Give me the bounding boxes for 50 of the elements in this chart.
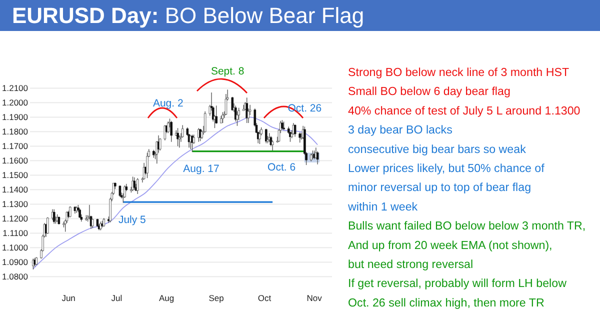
y-tick-label: 1.1500	[2, 170, 28, 180]
x-tick-label: Jul	[111, 293, 122, 303]
y-tick-label: 1.1900	[2, 112, 28, 122]
annotation: July 5	[118, 214, 146, 226]
x-tick-label: Aug	[158, 293, 174, 303]
candlestick	[270, 136, 272, 147]
text: within 1 week	[347, 200, 418, 214]
text: Small BO below 6 day bear flag	[348, 85, 510, 98]
text: If get reversal, probably will form LH below	[348, 277, 568, 290]
y-tick-label: 1.1000	[2, 242, 28, 253]
text: And up from 20 week EMA (not shown),	[348, 238, 552, 252]
text: 40% chance of test of July 5 L around 1.1300	[348, 104, 580, 118]
x-tick-label: Oct	[258, 293, 272, 303]
y-tick-label: 1.1700	[2, 141, 28, 152]
y-tick-label: 1.1400	[2, 184, 28, 195]
candlestick	[236, 111, 238, 126]
y-tick-label: 1.1600	[2, 156, 28, 166]
text: but need strong reversal	[348, 258, 474, 271]
y-tick-label: 1.1300	[2, 199, 28, 210]
y-tick-label: 1.2000	[2, 98, 28, 108]
candlestick	[294, 124, 296, 138]
text: Lower prices likely, but 50% chance of	[348, 162, 546, 175]
x-tick-label: Sep	[208, 293, 224, 303]
annotation: Oct. 6	[268, 162, 296, 174]
y-tick-label: 1.1100	[2, 228, 28, 238]
x-tick-label: Jun	[62, 293, 76, 303]
annotation: Aug. 2	[152, 98, 184, 110]
text: 3 day bear BO lacks	[348, 124, 453, 137]
text: minor reversal up to top of bear flag	[348, 181, 532, 194]
chart-title: EURUSD Day: BO Below Bear Flag	[12, 3, 364, 28]
annotation: Aug. 17	[183, 163, 220, 175]
candlestick	[316, 150, 319, 165]
y-tick-label: 1.1200	[2, 214, 28, 224]
candlestick	[46, 216, 49, 234]
text: consecutive big bear bars so weak	[348, 142, 526, 156]
text: Oct. 26 sell climax high, then more TR	[348, 296, 544, 310]
annotation: Sept. 8	[210, 66, 244, 78]
y-tick-label: 1.1800	[2, 126, 28, 137]
candlestick	[78, 208, 81, 218]
y-tick-label: 1.2100	[2, 83, 28, 94]
candlestick	[170, 120, 173, 142]
candlestick	[215, 105, 218, 124]
x-tick-label: Nov	[306, 293, 323, 303]
y-tick-label: 1.0800	[2, 272, 28, 282]
text: Bulls want failed BO below below 3 month TR,	[348, 220, 586, 233]
candlestick	[118, 185, 122, 198]
y-tick-label: 1.0900	[2, 257, 28, 268]
candlestick	[258, 130, 261, 144]
text: Strong BO below neck line of 3 month HST	[348, 66, 570, 79]
candlestick	[271, 140, 274, 151]
